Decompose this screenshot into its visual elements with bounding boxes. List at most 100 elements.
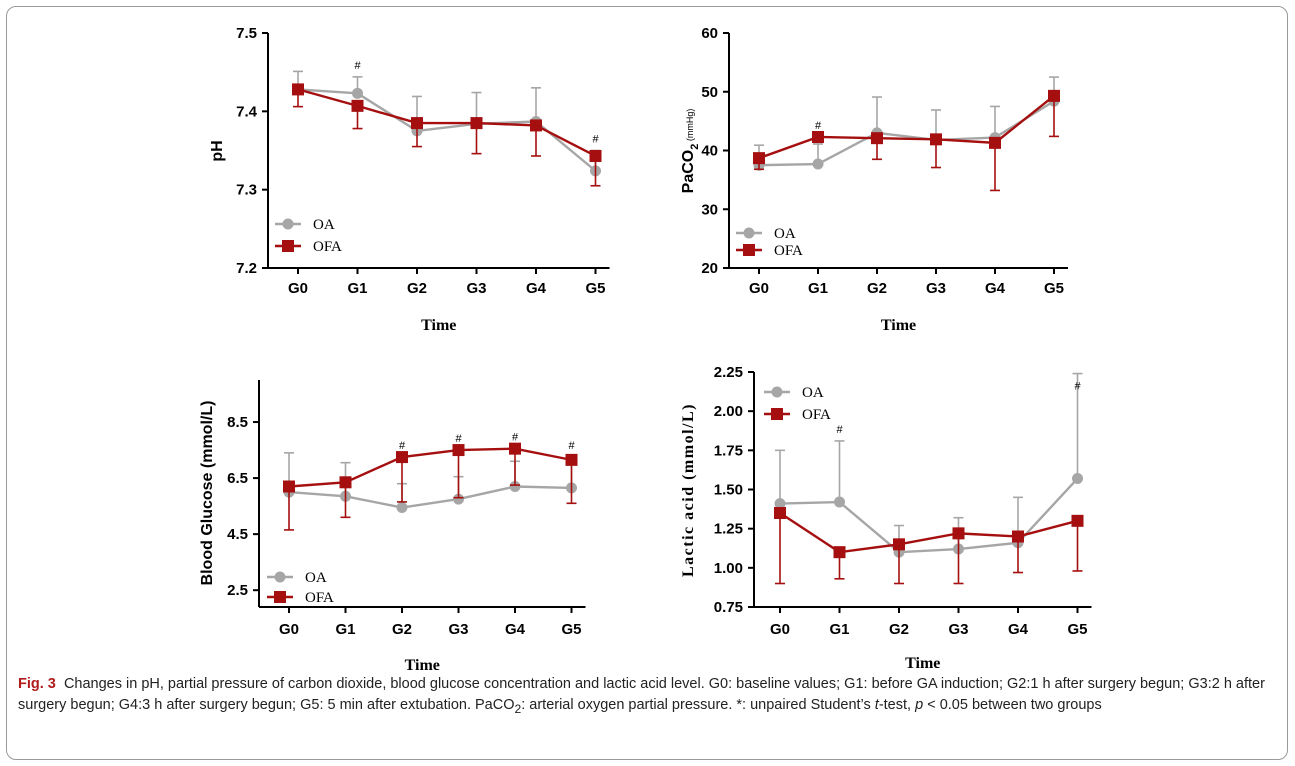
x-tick-label: G1 (347, 280, 367, 297)
legend-label: OA (802, 385, 824, 401)
data-point (1048, 89, 1060, 102)
chart-lactate: 0.75 1.00 1.25 1.50 1.75 2.00 2.25 G0 G1 G2 G3 G4 G5… (680, 364, 1092, 670)
figure-frame (6, 6, 1288, 760)
data-point (396, 502, 408, 514)
y-tick-label: 2.5 (227, 582, 248, 599)
y-tick-label: 7.4 (236, 103, 258, 120)
data-point (774, 507, 786, 519)
data-point (453, 493, 464, 505)
data-point (834, 496, 845, 508)
data-point (1071, 514, 1084, 527)
y-tick-label: 6.5 (227, 470, 248, 487)
data-point (1072, 473, 1083, 485)
data-point (351, 99, 364, 112)
legend-label: OFA (802, 407, 831, 423)
significance-marker: # (815, 120, 822, 132)
caption-text-4: < 0.05 between two groups (923, 697, 1102, 713)
data-point (292, 83, 304, 96)
data-point (530, 119, 542, 132)
data-point (930, 133, 942, 146)
data-point (893, 538, 905, 551)
x-axis-title: Time (905, 655, 940, 670)
significance-marker: # (512, 432, 519, 444)
chart-glucose: 2.5 4.5 6.5 8.5 G0 G1 G2 G3 G4 G5 Time Blood Glucos… (199, 380, 586, 670)
data-point (339, 476, 352, 489)
data-point (952, 527, 965, 540)
data-point (509, 480, 521, 492)
y-axis-title: PaCO2 (mmHg) (680, 109, 701, 194)
y-axis-title: Blood Glucose (mmol/L) (199, 401, 216, 586)
chart-ph: 7.2 7.3 7.4 7.5 G0 G1 G2 G3 G4 G5 Time pH # # OA OFA (209, 25, 610, 334)
y-tick-label: 60 (701, 25, 718, 42)
significance-marker: # (592, 134, 599, 146)
legend-label: OFA (774, 243, 803, 259)
data-point (565, 453, 578, 466)
series-ofa (753, 89, 1060, 192)
data-point (411, 117, 423, 130)
x-tick-label: G2 (392, 621, 412, 638)
series-ofa (292, 83, 602, 187)
significance-marker: # (1074, 381, 1081, 393)
x-tick-label: G1 (829, 621, 849, 638)
series-ofa (774, 507, 1084, 585)
data-point (871, 132, 883, 145)
legend-marker (771, 386, 783, 398)
series-line (779, 511, 1078, 554)
y-tick-label: 8.5 (227, 414, 248, 431)
data-point (470, 117, 483, 130)
legend-marker (274, 591, 286, 603)
y-tick-label: 50 (701, 84, 718, 101)
y-tick-label: 2.00 (714, 403, 743, 420)
x-tick-label: G5 (561, 621, 581, 638)
x-tick-label: G4 (985, 280, 1006, 297)
significance-marker: # (399, 440, 406, 452)
data-point (396, 451, 408, 464)
x-tick-label: G5 (585, 280, 605, 297)
legend-marker (282, 240, 294, 252)
series-line (758, 100, 1055, 167)
data-point (753, 152, 765, 165)
data-point (812, 158, 824, 170)
data-point (812, 130, 824, 143)
legend-label: OA (774, 226, 796, 242)
figure-charts: 7.27.37.47.5G0 G1 G2 G3 G4 G5TimepH##OAOFA203… (199, 25, 1092, 670)
legend-label: OA (313, 217, 335, 233)
x-tick-label: G4 (1008, 621, 1029, 638)
x-tick-label: G0 (749, 280, 769, 297)
x-tick-label: G0 (279, 621, 299, 638)
x-tick-label: G1 (808, 280, 828, 297)
x-tick-label: G3 (926, 280, 946, 297)
x-tick-label: G3 (948, 621, 968, 638)
series-line (758, 94, 1055, 160)
caption-italic-t: t (874, 697, 879, 713)
y-tick-label: 4.5 (227, 526, 248, 543)
legend-marker (274, 571, 286, 583)
y-tick-label: 0.75 (714, 599, 743, 616)
y-tick-label: 1.75 (714, 442, 743, 459)
data-point (589, 149, 602, 162)
data-point (989, 136, 1001, 149)
series-ofa (283, 442, 578, 531)
x-tick-label: G5 (1067, 621, 1087, 638)
x-tick-label: G2 (889, 621, 909, 638)
x-tick-label: G0 (288, 280, 308, 297)
series-oa (753, 76, 1060, 171)
significance-marker: # (354, 60, 361, 72)
chart-paco2: 20 30 40 50 60 G0 G1 G2 G3 G4 G5 Time PaCO2 (mmHg) # O… (680, 25, 1068, 334)
caption-text: Changes in pH, partial pressure of carbo… (18, 676, 1265, 713)
data-point (833, 546, 846, 559)
data-point (452, 444, 465, 457)
series-line (288, 447, 572, 488)
x-tick-label: G4 (526, 280, 547, 297)
x-tick-label: G0 (770, 621, 790, 638)
caption-italic-p: p (915, 697, 924, 713)
legend-label: OFA (313, 239, 342, 255)
significance-marker: # (455, 433, 462, 445)
significance-marker: # (568, 440, 575, 452)
y-tick-label: 30 (701, 201, 718, 218)
legend-marker (743, 227, 755, 239)
x-tick-label: G2 (867, 280, 887, 297)
series-line (288, 485, 572, 509)
series-line (297, 88, 597, 158)
y-tick-label: 1.00 (714, 560, 743, 577)
